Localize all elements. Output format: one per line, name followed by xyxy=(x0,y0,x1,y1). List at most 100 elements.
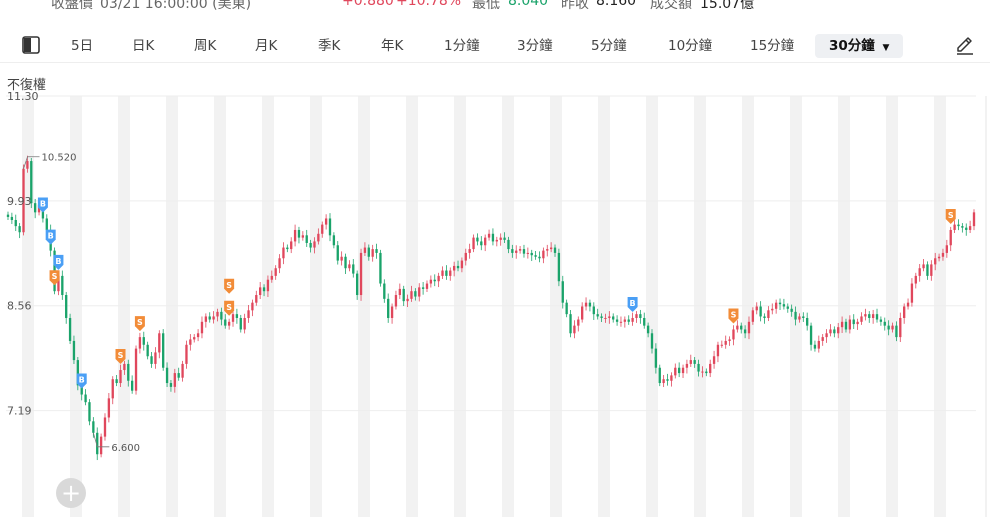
candle-body xyxy=(266,279,270,292)
candle-body xyxy=(134,348,138,391)
adjustment-label[interactable]: 不復權 xyxy=(7,78,47,93)
tab-day-k[interactable]: 日K xyxy=(132,38,155,54)
candle-body xyxy=(487,233,491,238)
candle-body xyxy=(813,344,817,349)
candle-body xyxy=(879,319,883,322)
candle-body xyxy=(619,321,623,323)
candle-body xyxy=(165,367,169,384)
sell-marker: S xyxy=(134,316,145,332)
candle-body xyxy=(534,255,537,257)
tab-year-k[interactable]: 年K xyxy=(381,38,404,54)
candle-body xyxy=(786,306,789,309)
candle-body xyxy=(875,314,879,320)
candle-body xyxy=(918,268,921,276)
svg-text:S: S xyxy=(948,211,954,220)
candle-body xyxy=(701,371,704,373)
candle-body xyxy=(449,270,452,276)
candle-body xyxy=(926,264,929,276)
layout-toggle-icon[interactable] xyxy=(22,36,40,54)
candle-body xyxy=(410,291,413,299)
prev-close-label: 昨收 xyxy=(561,0,589,12)
sell-marker: S xyxy=(115,349,126,365)
low-label: 最低 xyxy=(472,0,500,12)
tab-quarter-k[interactable]: 季K xyxy=(318,38,341,54)
candle-body xyxy=(328,218,332,236)
candle-body xyxy=(809,325,813,345)
tab-5min[interactable]: 5分鐘 xyxy=(591,38,627,54)
candle-body xyxy=(778,302,782,305)
candle-body xyxy=(871,314,875,318)
candle-body xyxy=(697,363,700,372)
session-bands xyxy=(22,96,946,517)
candle-body xyxy=(542,250,545,259)
candle-body xyxy=(220,311,223,320)
low-annotation-line xyxy=(92,432,110,448)
candle-body xyxy=(965,227,968,230)
tab-month-k[interactable]: 月K xyxy=(255,38,278,54)
y-tick-label: 7.19 xyxy=(7,405,32,418)
candle-body xyxy=(515,250,518,253)
interval-tabbar: 5日 日K 周K 月K 季K 年K 1分鐘 3分鐘 5分鐘 10分鐘 15分鐘 … xyxy=(0,28,990,63)
candle-body xyxy=(612,316,615,320)
tab-1min[interactable]: 1分鐘 xyxy=(444,38,480,54)
candle-body xyxy=(712,356,716,364)
close-time: 03/21 16:00:00 (美東) xyxy=(100,0,252,12)
session-band xyxy=(502,96,514,517)
tab-10min[interactable]: 10分鐘 xyxy=(668,38,713,54)
candle-body xyxy=(654,348,658,368)
sell-marker: S xyxy=(224,278,235,294)
candle-body xyxy=(480,241,483,246)
candle-body xyxy=(88,402,91,422)
tab-5d[interactable]: 5日 xyxy=(71,38,94,54)
candle-body xyxy=(14,220,17,227)
tab-30min[interactable]: 30分鐘 ▼ xyxy=(815,34,904,58)
pencil-icon[interactable] xyxy=(954,34,976,56)
candle-body xyxy=(600,316,603,318)
session-band xyxy=(646,96,658,517)
buy-marker: B xyxy=(53,254,64,270)
low-value: 8.040 xyxy=(508,0,549,9)
candle-body xyxy=(189,339,192,345)
svg-text:S: S xyxy=(226,281,232,290)
candle-body xyxy=(472,237,475,250)
candle-body xyxy=(802,316,805,318)
candle-body xyxy=(107,398,111,418)
candle-body xyxy=(379,252,382,284)
candle-body xyxy=(235,314,239,318)
candle-body xyxy=(503,237,506,240)
candle-body xyxy=(99,436,103,455)
candle-body xyxy=(833,329,836,334)
tab-15min[interactable]: 15分鐘 xyxy=(750,38,795,54)
candle-body xyxy=(301,235,305,238)
candle-body xyxy=(674,367,677,376)
high-annotation-line xyxy=(23,156,40,169)
candle-body xyxy=(262,287,266,292)
candle-body xyxy=(693,360,696,364)
tab-week-k[interactable]: 周K xyxy=(194,38,217,54)
svg-text:S: S xyxy=(137,318,143,327)
candle-body xyxy=(452,265,456,271)
candle-body xyxy=(553,247,557,253)
candle-body xyxy=(825,333,828,338)
candle-body xyxy=(522,249,526,254)
candle-body xyxy=(910,283,914,303)
y-tick-label: 9.93 xyxy=(7,195,32,208)
session-band xyxy=(454,96,466,517)
candle-body xyxy=(856,321,859,325)
tab-3min[interactable]: 3分鐘 xyxy=(517,38,553,54)
candle-body xyxy=(949,229,952,246)
session-band xyxy=(310,96,322,517)
candle-body xyxy=(705,371,708,374)
candle-body xyxy=(518,249,522,251)
candle-body xyxy=(185,344,188,364)
candle-body xyxy=(895,325,898,338)
candle-body xyxy=(317,233,320,242)
candle-body xyxy=(274,268,277,276)
candle-body xyxy=(961,226,964,228)
sell-marker: S xyxy=(49,270,60,286)
candle-body xyxy=(22,168,25,233)
plus-icon[interactable]: + xyxy=(56,478,86,508)
candle-body xyxy=(162,333,165,368)
candle-body xyxy=(922,264,925,269)
